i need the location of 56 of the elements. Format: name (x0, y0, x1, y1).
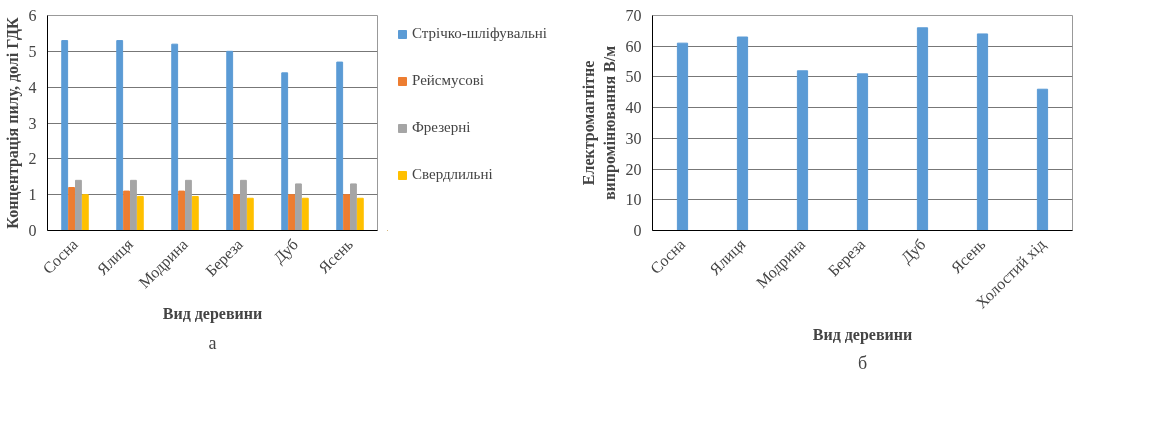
y-tick-label: 40 (625, 99, 642, 117)
y-tick-label: 6 (28, 7, 37, 24)
text: а (208, 332, 217, 353)
y-tick-label: 60 (625, 37, 642, 55)
bar (185, 179, 192, 231)
bar (123, 190, 130, 231)
y-tick-label: 50 (625, 68, 642, 86)
y-tick-label: 70 (625, 7, 642, 24)
y-tick-label: 0 (633, 222, 642, 239)
legend-label: Рейсмусові (412, 72, 484, 89)
legend-label: Стрічко-шліфувальні (412, 25, 548, 42)
bar (191, 195, 199, 231)
bar (301, 197, 309, 231)
bar (61, 40, 69, 231)
y-tick-label: 10 (625, 191, 642, 209)
y-tick-label: 0 (28, 222, 37, 239)
bar (281, 72, 289, 231)
bar (81, 194, 89, 231)
y-tick-label: 2 (28, 150, 37, 168)
legend-label: Свердлильні (412, 166, 493, 183)
y-tick-label: 1 (28, 186, 37, 204)
bar (295, 183, 302, 231)
bar (796, 70, 809, 231)
text: б (857, 352, 868, 373)
bar (356, 197, 364, 231)
bar (233, 194, 240, 231)
bar (116, 40, 124, 231)
y-tick-label: 3 (28, 114, 37, 132)
legend-label: Фрезерні (412, 119, 471, 136)
y-tick-label: 30 (625, 129, 642, 147)
bar (240, 179, 247, 231)
bar (75, 179, 82, 231)
bar (178, 190, 185, 231)
bar (976, 33, 989, 231)
bar (130, 179, 137, 231)
bar (246, 197, 254, 231)
bar (136, 195, 144, 231)
y-tick-label: 5 (28, 42, 37, 60)
bar (288, 194, 295, 231)
y-tick-label: 20 (625, 160, 642, 178)
bar (226, 50, 234, 231)
y-axis-title: Електромагнітне випромінювання В/м (580, 45, 619, 201)
bar (736, 36, 749, 231)
x-axis-title: Вид деревини (162, 305, 263, 324)
bar (856, 73, 869, 231)
bar (336, 61, 344, 231)
x-axis-title: Вид деревини (812, 325, 913, 344)
y-tick-label: 4 (28, 78, 37, 96)
bar (1036, 88, 1049, 231)
y-axis-title: Концентрація пилу, долі ГДК (3, 16, 22, 229)
bar (916, 27, 929, 231)
bar (676, 42, 689, 231)
bar (68, 187, 75, 231)
bar (343, 194, 350, 231)
bar (171, 43, 179, 231)
bar (350, 183, 357, 231)
